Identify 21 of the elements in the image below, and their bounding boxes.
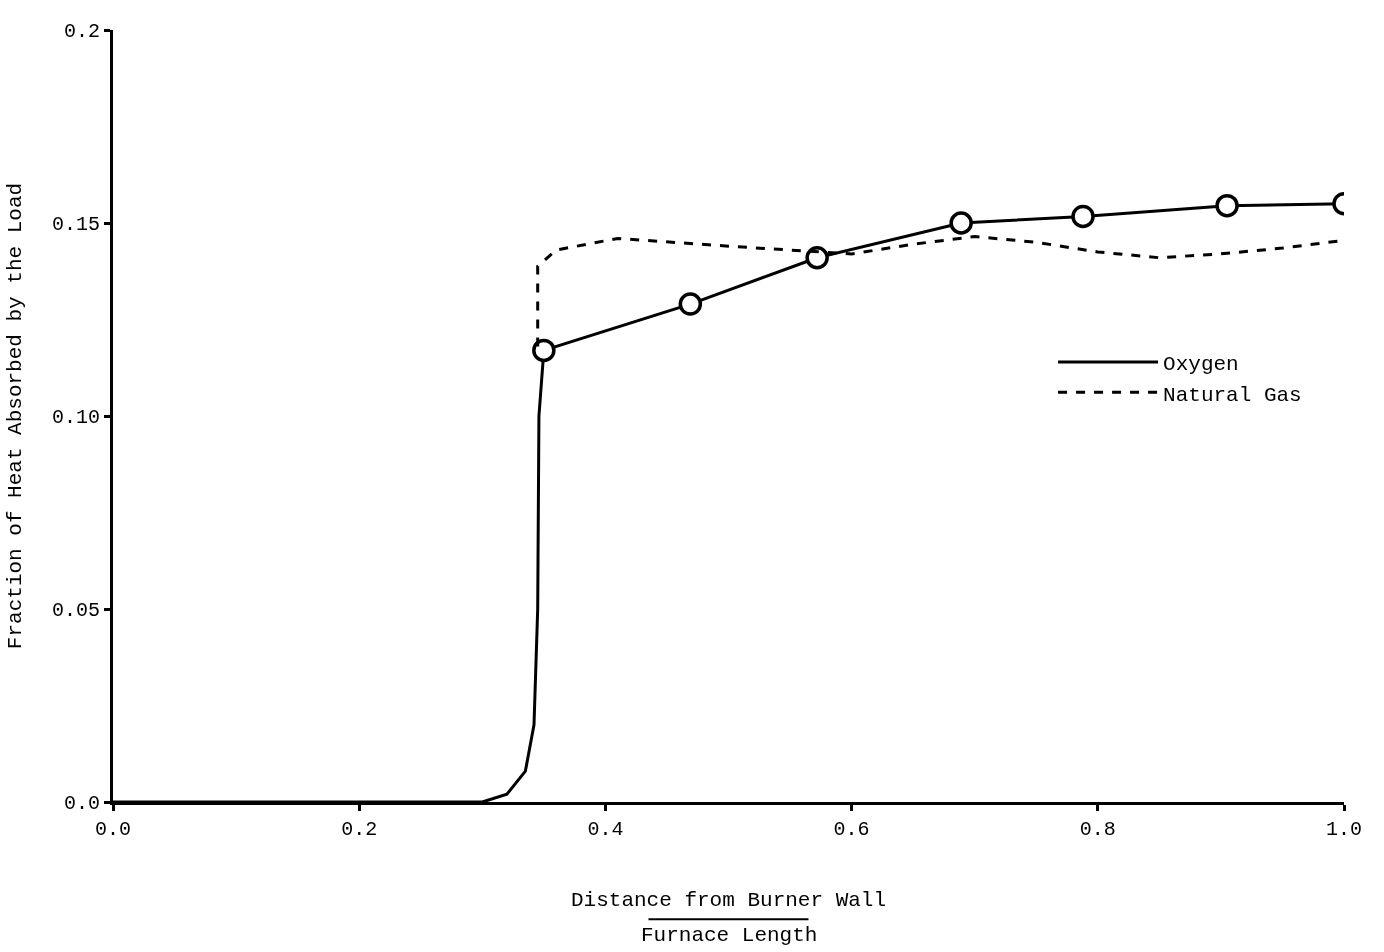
y-axis-title: Fraction of Heat Absorbed by the Load: [4, 182, 28, 650]
point: [678, 292, 703, 316]
x-axis-title: Distance from Burner Wall Furnace Length: [571, 889, 887, 947]
point: [949, 211, 973, 235]
y-tick-label: 0.05: [51, 599, 100, 622]
x-tick-label: 1.0: [1325, 818, 1363, 841]
y-tick-label: 0.15: [51, 213, 100, 236]
y-tick-label: 0.0: [63, 792, 100, 815]
y-tick-label: 0.2: [63, 20, 100, 43]
x-tick-label: 0.4: [587, 818, 624, 841]
legend-label: Oxygen: [1163, 353, 1239, 377]
x-tick-label: 0.8: [1079, 818, 1116, 841]
point: [1071, 204, 1095, 229]
point: [532, 338, 556, 363]
y-tick-label: 0.10: [51, 406, 100, 429]
legend-label: Natural Gas: [1163, 383, 1302, 407]
x-tick-label: 0.2: [341, 818, 378, 841]
x-tick-label: 0.6: [833, 818, 870, 841]
point: [1215, 193, 1239, 218]
x-tick-label: 0.0: [94, 818, 132, 841]
point: [805, 245, 829, 270]
